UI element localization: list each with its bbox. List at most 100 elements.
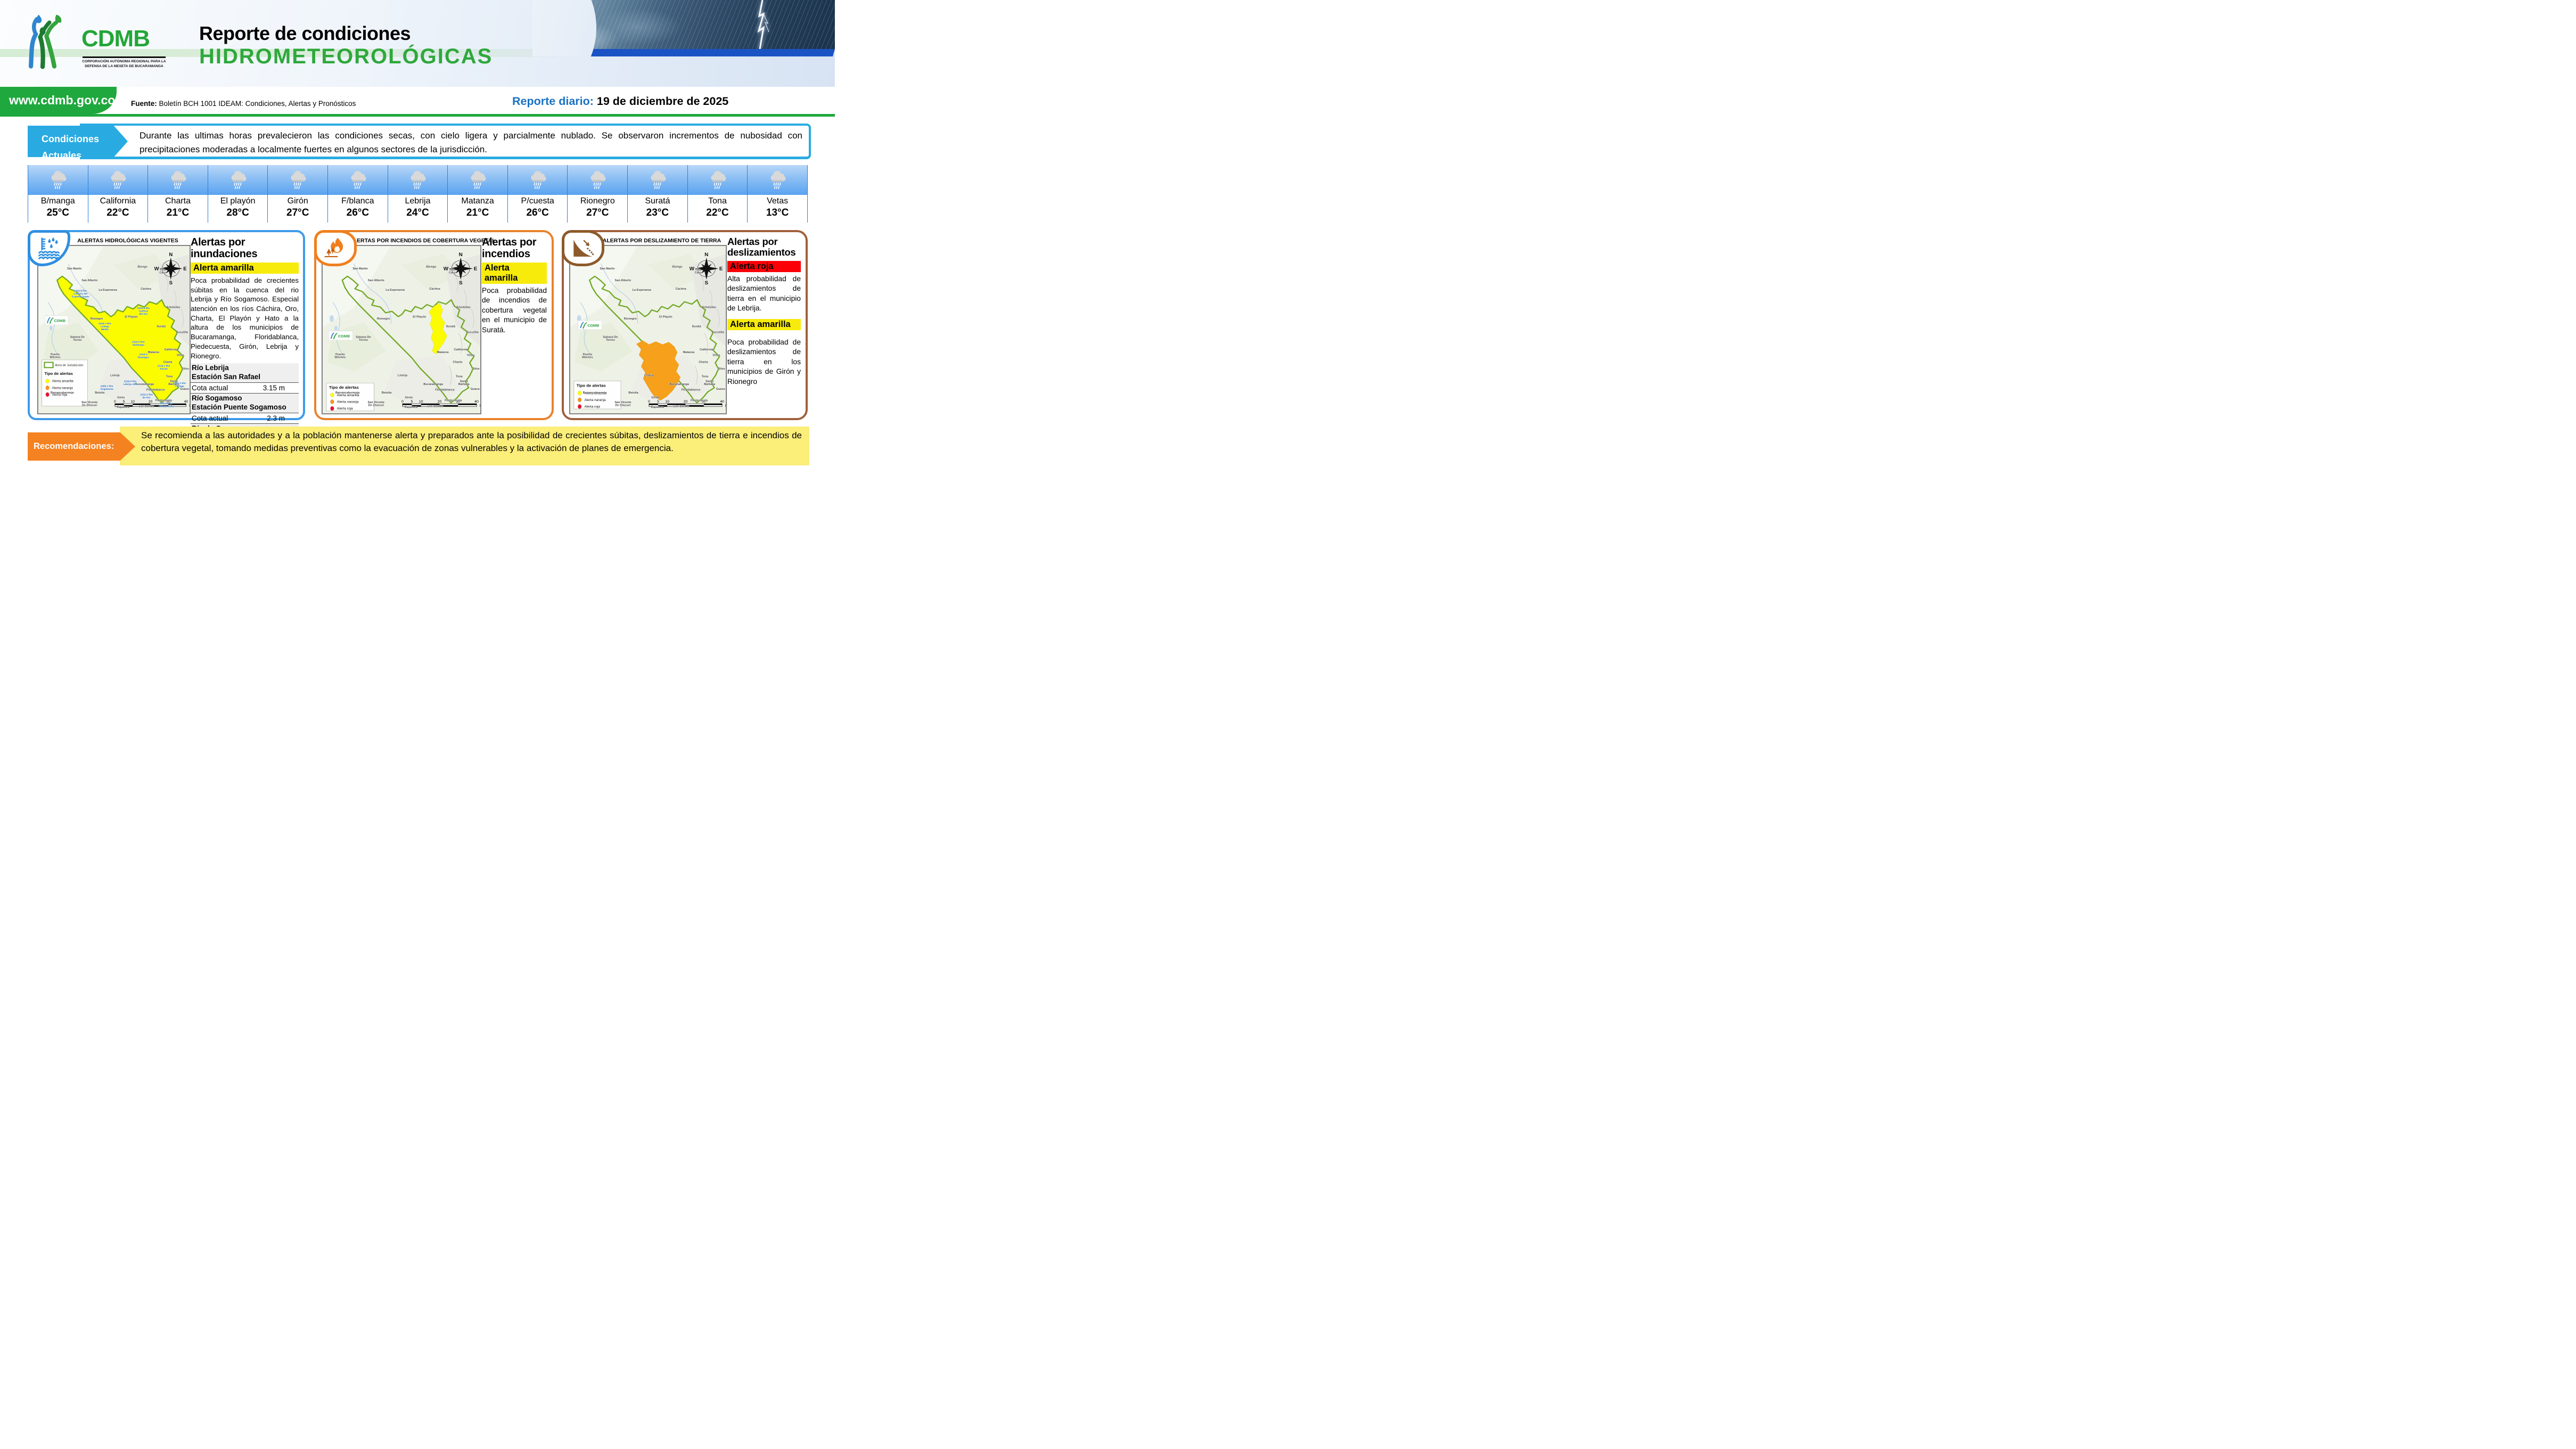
- map-town-label: San Martín: [67, 267, 81, 271]
- map-town-label: El Playón: [413, 316, 426, 319]
- map-town-label: San Alberto: [368, 279, 385, 282]
- weather-cell-info: Matanza 21°C: [448, 195, 507, 223]
- map-station-label: 2319-3 Rionegro: [138, 353, 149, 358]
- map-labels: San Martín San Alberto Ábrego Villa Caro Cách…: [50, 265, 189, 409]
- weather-cell: Lebrija 24°C: [388, 165, 448, 223]
- rain-cloud-icon: [448, 165, 507, 195]
- city-name: California: [100, 197, 136, 206]
- map-town-label: Cáchira: [676, 288, 686, 291]
- map-town-label: Ábrego: [672, 265, 683, 269]
- map-town-label: Guaca: [180, 388, 188, 391]
- map-town-label: California: [700, 348, 713, 351]
- source-line: Fuente: Boletín BCH 1001 IDEAM: Condicio…: [131, 100, 356, 108]
- weather-cell: Matanza 21°C: [448, 165, 508, 223]
- svg-text:E: E: [474, 266, 478, 272]
- pale-green-band: [0, 49, 557, 57]
- page-title: Reporte de condiciones: [199, 22, 411, 44]
- map-town-label: Santa Bárbara: [458, 380, 470, 386]
- website-link[interactable]: www.cdmb.gov.co: [9, 93, 116, 107]
- weather-cell-info: P/cuesta 26°C: [507, 195, 568, 223]
- svg-text:30: 30: [456, 400, 460, 404]
- weather-cell-info: Lebrija 24°C: [388, 195, 448, 223]
- map-town-label: San Martín: [352, 267, 367, 271]
- map-town-label: Betulia: [382, 391, 392, 395]
- weather-cell-info: B/manga 25°C: [28, 195, 88, 223]
- map-station-label: 2319-8 Rio Cachira del Espiritu Santo: [72, 290, 89, 298]
- fire-alert-band: Alerta amarilla: [482, 263, 547, 284]
- weather-cell-info: Charta 21°C: [148, 195, 208, 223]
- rain-cloud-icon: [507, 165, 568, 195]
- source-text: Boletín BCH 1001 IDEAM: Condiciones, Ale…: [157, 100, 356, 108]
- map-town-label: Sabana De Torres: [603, 336, 618, 342]
- rain-cloud-icon: [148, 165, 208, 195]
- weather-cell-info: Rionegro 27°C: [568, 195, 628, 223]
- svg-text:CDMB: CDMB: [54, 320, 65, 323]
- map-station-label: 2406-1 Rio Sogamoso: [101, 385, 113, 390]
- rain-cloud-icon: [388, 165, 448, 195]
- map-town-label: Silos: [718, 367, 725, 371]
- jurisdiction-boundary: [341, 275, 475, 404]
- rain-cloud-icon: [208, 165, 268, 195]
- map-legend: Tipo de alertas Alerta amarilla Alerta nar…: [326, 382, 374, 411]
- map-legend: Área de Jurisdicción Tipo de alertas Alert…: [42, 359, 88, 406]
- map-town-label: Villa Caro: [449, 268, 456, 274]
- current-conditions-tab-label: Condiciones Actuales: [42, 134, 100, 161]
- green-divider: [0, 114, 835, 117]
- logo-underline: [83, 56, 166, 58]
- weather-cell: Girón 27°C: [268, 165, 329, 223]
- weather-strip: B/manga 25°C California 22°C Charta 21°C El pl…: [28, 165, 808, 223]
- map-town-label: Lebrija: [644, 374, 654, 378]
- map-town-label: Rionegro: [624, 317, 637, 321]
- map-town-label: Sabana De Torres: [356, 336, 371, 342]
- svg-text:W: W: [154, 266, 159, 272]
- landslide-map-title: ALERTAS POR DESLIZAMIENTO DE TIERRA: [602, 238, 721, 244]
- svg-text:0: 0: [114, 400, 116, 404]
- map-town-label: Girón: [405, 396, 413, 399]
- photo-curve: [532, 0, 596, 56]
- rain-cloud-icon: [687, 165, 748, 195]
- cdmb-mini-logo: CDMB: [578, 320, 602, 330]
- map-town-label: Suratá: [692, 325, 701, 329]
- landslide-red-band: Alerta roja: [727, 260, 801, 272]
- rain-cloud-icon: [88, 165, 148, 195]
- map-town-label: Sabana De Torres: [70, 335, 85, 341]
- map-labels: San Martín San Alberto Ábrego Villa Caro Cách…: [334, 265, 480, 410]
- city-name: Lebrija: [405, 197, 431, 206]
- rain-cloud-icon: [748, 165, 807, 195]
- city-temperature: 25°C: [46, 207, 70, 218]
- flood-panel-body: Alertas por inundaciones Alerta amarilla…: [191, 236, 299, 454]
- map-town-label: Tona: [456, 375, 463, 379]
- map-town-label: Vetas: [467, 354, 475, 357]
- svg-text:Alerta roja: Alerta roja: [584, 405, 600, 409]
- website-banner: www.cdmb.gov.co: [0, 87, 117, 114]
- map-town-label: Silos: [472, 367, 479, 371]
- map-town-label: Rionegro: [377, 317, 390, 321]
- map-town-label: Vetas: [177, 354, 184, 357]
- map-town-label: Matanza: [437, 351, 449, 354]
- city-temperature: 27°C: [286, 207, 309, 218]
- map-station-label: 2319-5 Rio Salamaga: [132, 340, 145, 346]
- svg-text:10: 10: [665, 400, 669, 404]
- map-town-label: Floridablanca: [435, 389, 454, 392]
- map-town-label: Barrancabermeja: [51, 391, 74, 395]
- recommendations-box: Se recomienda a las autoridades y a la p…: [120, 427, 809, 465]
- map-station-label: 2319-7 Rio Lebrija Medio: [99, 322, 111, 331]
- cdmb-mini-logo: CDMB: [45, 315, 69, 325]
- map-town-label: Matanza: [148, 351, 159, 354]
- city-temperature: 27°C: [586, 207, 609, 218]
- compass-rose-icon: N E S W: [444, 252, 478, 286]
- fire-title: Alertas por incendios: [482, 236, 537, 260]
- map-town-label: San Vicente De Chucurí: [614, 401, 631, 407]
- city-temperature: 21°C: [166, 207, 190, 218]
- map-station-label: 2403-1 Rio Chicamocha: [159, 402, 174, 407]
- map-town-label: Suratá: [157, 325, 166, 329]
- current-conditions-tab: Condiciones Actuales: [28, 126, 128, 157]
- svg-text:S: S: [704, 280, 708, 286]
- weather-cell: Tona 22°C: [687, 165, 748, 223]
- svg-text:W: W: [690, 266, 694, 272]
- map-town-label: Silos: [182, 367, 189, 371]
- landslide-title: Alertas por deslizamientos: [727, 236, 796, 258]
- weather-cell-info: Vetas 13°C: [748, 195, 807, 223]
- alert-panel-landslide: ALERTAS POR DESLIZAMIENTO DE TIERRA N E S W…: [562, 230, 808, 420]
- map-town-label: Rionegro: [91, 317, 103, 321]
